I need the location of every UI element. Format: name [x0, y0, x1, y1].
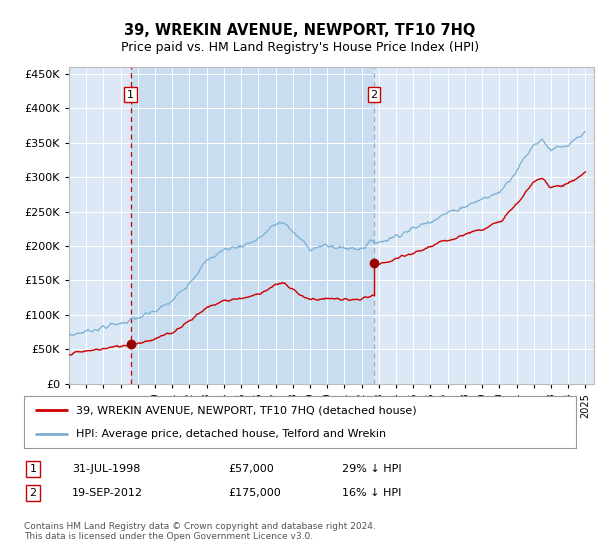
Text: £175,000: £175,000	[228, 488, 281, 498]
Text: 31-JUL-1998: 31-JUL-1998	[72, 464, 140, 474]
Text: 39, WREKIN AVENUE, NEWPORT, TF10 7HQ (detached house): 39, WREKIN AVENUE, NEWPORT, TF10 7HQ (de…	[76, 405, 417, 416]
Text: 2: 2	[29, 488, 37, 498]
Text: 16% ↓ HPI: 16% ↓ HPI	[342, 488, 401, 498]
Text: 29% ↓ HPI: 29% ↓ HPI	[342, 464, 401, 474]
Text: 2: 2	[370, 90, 377, 100]
Bar	[131, 67, 374, 384]
Text: Price paid vs. HM Land Registry's House Price Index (HPI): Price paid vs. HM Land Registry's House …	[121, 41, 479, 54]
Text: Contains HM Land Registry data © Crown copyright and database right 2024.
This d: Contains HM Land Registry data © Crown c…	[24, 522, 376, 542]
Text: £57,000: £57,000	[228, 464, 274, 474]
Text: 1: 1	[127, 90, 134, 100]
Text: HPI: Average price, detached house, Telford and Wrekin: HPI: Average price, detached house, Telf…	[76, 429, 386, 439]
Text: 1: 1	[29, 464, 37, 474]
Text: 19-SEP-2012: 19-SEP-2012	[72, 488, 143, 498]
Text: 39, WREKIN AVENUE, NEWPORT, TF10 7HQ: 39, WREKIN AVENUE, NEWPORT, TF10 7HQ	[124, 24, 476, 38]
